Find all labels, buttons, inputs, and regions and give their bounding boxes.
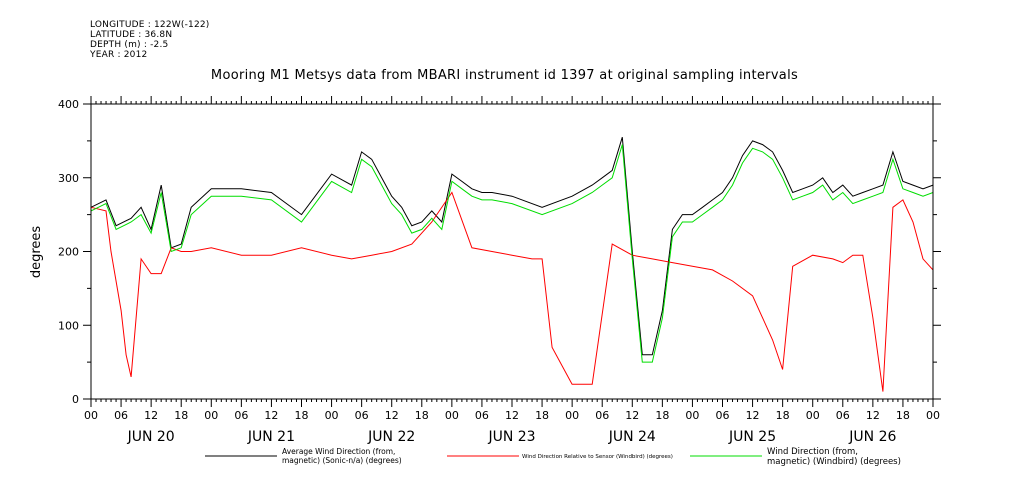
x-tick-label: 06 (234, 409, 248, 422)
station-metadata: LONGITUDE : 122W(-122) LATITUDE : 36.8N … (90, 20, 210, 60)
axes-layer: 0 100 200 300 400 00 06 12 18 00 06 12 18 00 06 12 18 00 0… (58, 96, 941, 445)
y-tick-label: 400 (58, 98, 79, 111)
x-tick-label: 06 (716, 409, 730, 422)
x-tick-label: 12 (746, 409, 760, 422)
x-tick-label: 00 (325, 409, 339, 422)
y-tick-label: 100 (58, 319, 79, 332)
legend-black-label-2: magnetic) (Sonic-n/a) (degrees) (282, 456, 402, 465)
x-tick-label: 06 (836, 409, 850, 422)
legend-red-label: Wind Direction Relative to Sensor (Windb… (522, 454, 673, 460)
legend-green-label-2: magnetic) (Windbird) (degrees) (767, 457, 901, 467)
x-tick-label: 06 (355, 409, 369, 422)
x-tick-label: 18 (295, 409, 309, 422)
x-tick-label: 18 (415, 409, 429, 422)
x-tick-label: 06 (475, 409, 489, 422)
y-tick-label: 0 (72, 393, 79, 406)
x-tick-label: 00 (806, 409, 820, 422)
x-tick-label: 12 (385, 409, 399, 422)
day-label: JUN 20 (127, 429, 175, 445)
x-tick-label: 00 (565, 409, 579, 422)
legend-green-label-1: Wind Direction (from, (767, 447, 858, 457)
x-tick-label: 18 (655, 409, 669, 422)
day-label: JUN 25 (728, 429, 776, 445)
legend-black-label-1: Average Wind Direction (from, (282, 447, 395, 456)
legend: Average Wind Direction (from, magnetic) … (205, 447, 901, 467)
y-tick-label: 300 (58, 172, 79, 185)
year-text: YEAR : 2012 (90, 50, 148, 60)
series-line-0 (90, 137, 934, 356)
x-tick-label: 18 (174, 409, 188, 422)
chart-title: Mooring M1 Metsys data from MBARI instru… (210, 68, 799, 83)
day-label: JUN 23 (487, 429, 535, 445)
x-tick-label: 00 (204, 409, 218, 422)
y-tick-label: 200 (58, 246, 79, 259)
series-line-2 (90, 144, 934, 363)
x-tick-label: 00 (445, 409, 459, 422)
x-tick-label: 18 (776, 409, 790, 422)
plot-frame (90, 103, 934, 400)
x-tick-label: 06 (595, 409, 609, 422)
x-tick-label: 12 (625, 409, 639, 422)
series-layer (90, 137, 934, 392)
series-line-1 (90, 191, 934, 392)
x-tick-label: 12 (264, 409, 278, 422)
day-label: JUN 26 (848, 429, 896, 445)
depth-text: DEPTH (m) : -2.5 (90, 40, 169, 50)
x-tick-label: 18 (535, 409, 549, 422)
y-axis-label: degrees (29, 226, 44, 279)
x-tick-label: 06 (114, 409, 128, 422)
day-label: JUN 21 (247, 429, 295, 445)
x-tick-label: 00 (84, 409, 98, 422)
x-tick-label: 12 (144, 409, 158, 422)
x-tick-label: 00 (926, 409, 940, 422)
x-tick-label: 12 (866, 409, 880, 422)
day-label: JUN 22 (367, 429, 415, 445)
x-tick-label: 12 (505, 409, 519, 422)
day-label: JUN 24 (608, 429, 656, 445)
x-tick-label: 18 (896, 409, 910, 422)
x-tick-label: 00 (685, 409, 699, 422)
latitude-text: LATITUDE : 36.8N (90, 30, 173, 40)
longitude-text: LONGITUDE : 122W(-122) (90, 20, 210, 30)
